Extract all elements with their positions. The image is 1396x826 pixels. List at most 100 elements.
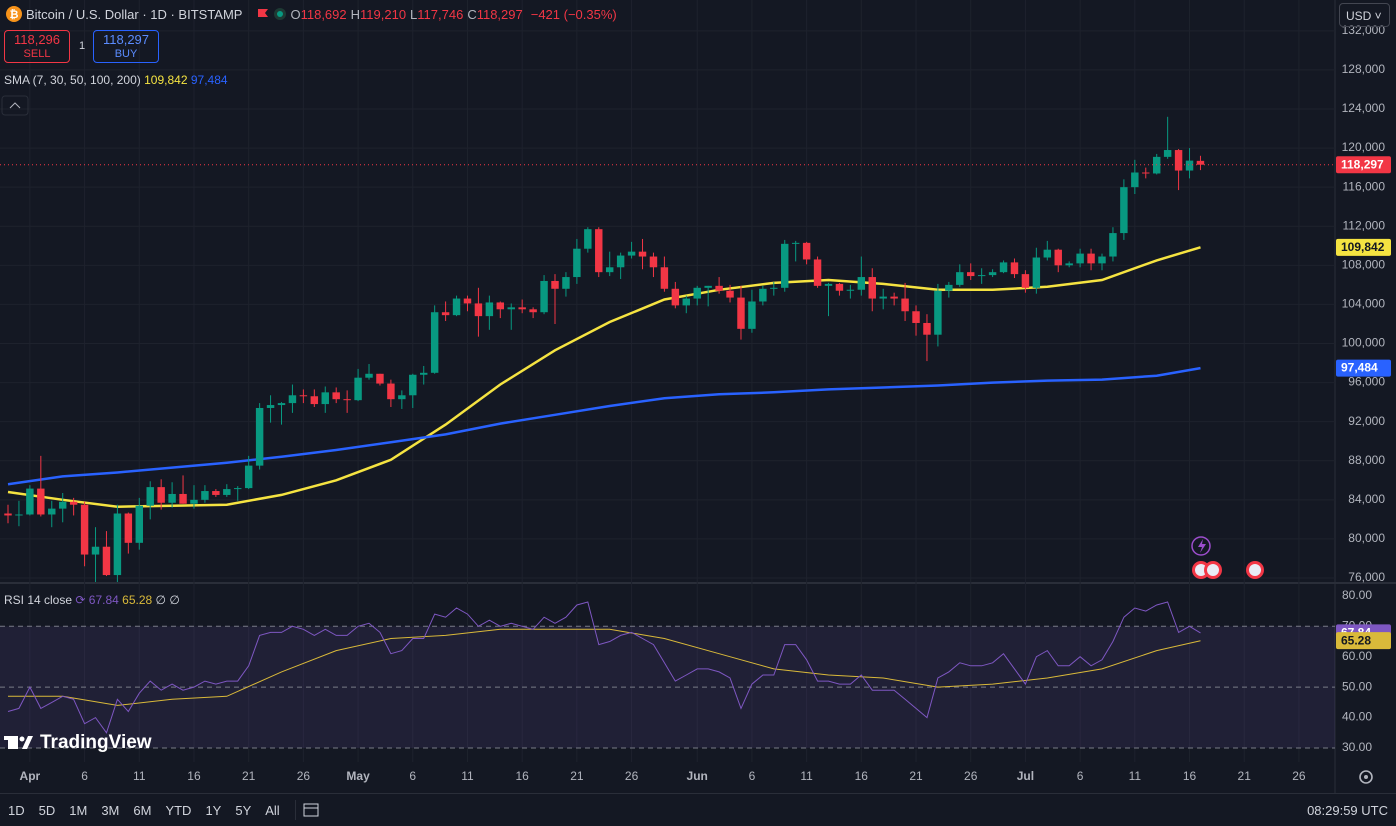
candle [562,272,570,297]
collapse-button[interactable] [1,95,29,116]
chevron-icon [9,102,21,109]
sma-line [7,366,1201,486]
candle-body [474,303,483,317]
candle-body [4,513,12,516]
y-tick-label: 50.00 [1342,679,1372,693]
candle-body [846,289,855,291]
candle-body [1098,256,1106,264]
candle [91,527,100,582]
range-button[interactable]: All [265,802,280,818]
candle [332,387,340,404]
price-badge-label: 97,484 [1341,361,1378,375]
candle [1142,167,1150,179]
buy-button[interactable]: 118,297 BUY [93,30,159,63]
currency-select[interactable]: USD ˅ [1339,3,1390,27]
candle [1152,153,1161,175]
range-button[interactable]: YTD [165,802,192,818]
y-tick-label: 84,000 [1348,492,1385,506]
price-badge [1336,632,1391,650]
candle-body [1109,233,1117,257]
candle [4,504,12,524]
candle-body [365,373,373,378]
candle [179,475,187,504]
candle-body [1043,249,1052,258]
range-button[interactable]: 5D [38,802,56,818]
candle-body [463,298,472,304]
candle [157,479,165,510]
candle [945,281,953,298]
candle [409,373,417,408]
candle [266,395,275,423]
candle [627,241,636,259]
y-tick-label: 112,000 [1343,218,1386,232]
candle [15,500,23,527]
settings-icon[interactable] [1359,770,1373,784]
candle-body [58,501,67,509]
candle [1076,248,1084,268]
calendar-icon[interactable] [296,800,326,820]
candle-body [967,272,975,277]
sma-label: SMA (7, 30, 50, 100, 200) [4,73,141,87]
candle [190,485,198,509]
candle-body [923,322,931,335]
rsi-label: RSI 14 close [4,593,73,607]
candle-body [945,284,953,291]
candle-body [190,499,198,504]
candle [496,301,505,319]
candle [1174,149,1183,191]
price-badge [1336,359,1391,377]
candle [573,238,581,284]
candle [813,256,822,288]
candle [1054,248,1062,273]
range-button[interactable]: 1M [69,802,88,818]
candle-body [441,312,450,316]
candle-body [179,493,187,504]
candle [912,305,920,336]
candle-body [244,465,253,489]
y-tick-label: 100,000 [1342,336,1386,350]
y-tick-label: 124,000 [1342,101,1386,115]
logo [4,736,33,749]
candle [759,285,767,306]
coin-icon: ₿ [6,6,22,22]
candle [748,289,756,333]
candle [244,455,253,490]
sma-legend: SMA (7, 30, 50, 100, 200) 109,842 97,484 [4,73,228,87]
candle [201,485,209,503]
ohlc-key: O [290,6,301,22]
candle [584,227,592,253]
ohlc-key: C [467,6,477,22]
x-tick-label: May [346,769,370,783]
range-button[interactable]: 5Y [235,802,252,818]
range-button[interactable]: 6M [133,802,152,818]
candle [518,299,526,314]
candle [507,303,515,330]
candle [102,531,111,577]
range-button[interactable]: 3M [101,802,120,818]
range-button[interactable]: 1Y [205,802,222,818]
candle [354,368,362,402]
candle-body [1010,262,1019,275]
candle [288,384,297,413]
y-tick-label: 40.00 [1342,710,1372,724]
candle [48,500,56,528]
candle [551,274,559,324]
candle-body [551,280,559,289]
candle [376,373,384,386]
sell-button[interactable]: 118,296 SELL [4,30,70,63]
candle [704,285,712,307]
candle-body [485,302,494,317]
candle-body [1065,263,1073,266]
rsi-ma-value: 65.28 [122,593,153,607]
sell-label: SELL [23,48,51,60]
candle [726,284,734,303]
range-button[interactable]: 1D [8,802,25,818]
candle [299,389,308,404]
candle [923,314,931,362]
y-tick-label: 128,000 [1342,62,1386,76]
buy-price: 118,297 [102,32,150,47]
candle [671,281,680,309]
y-tick-label: 108,000 [1342,257,1386,271]
x-tick-label: 21 [1238,769,1252,783]
